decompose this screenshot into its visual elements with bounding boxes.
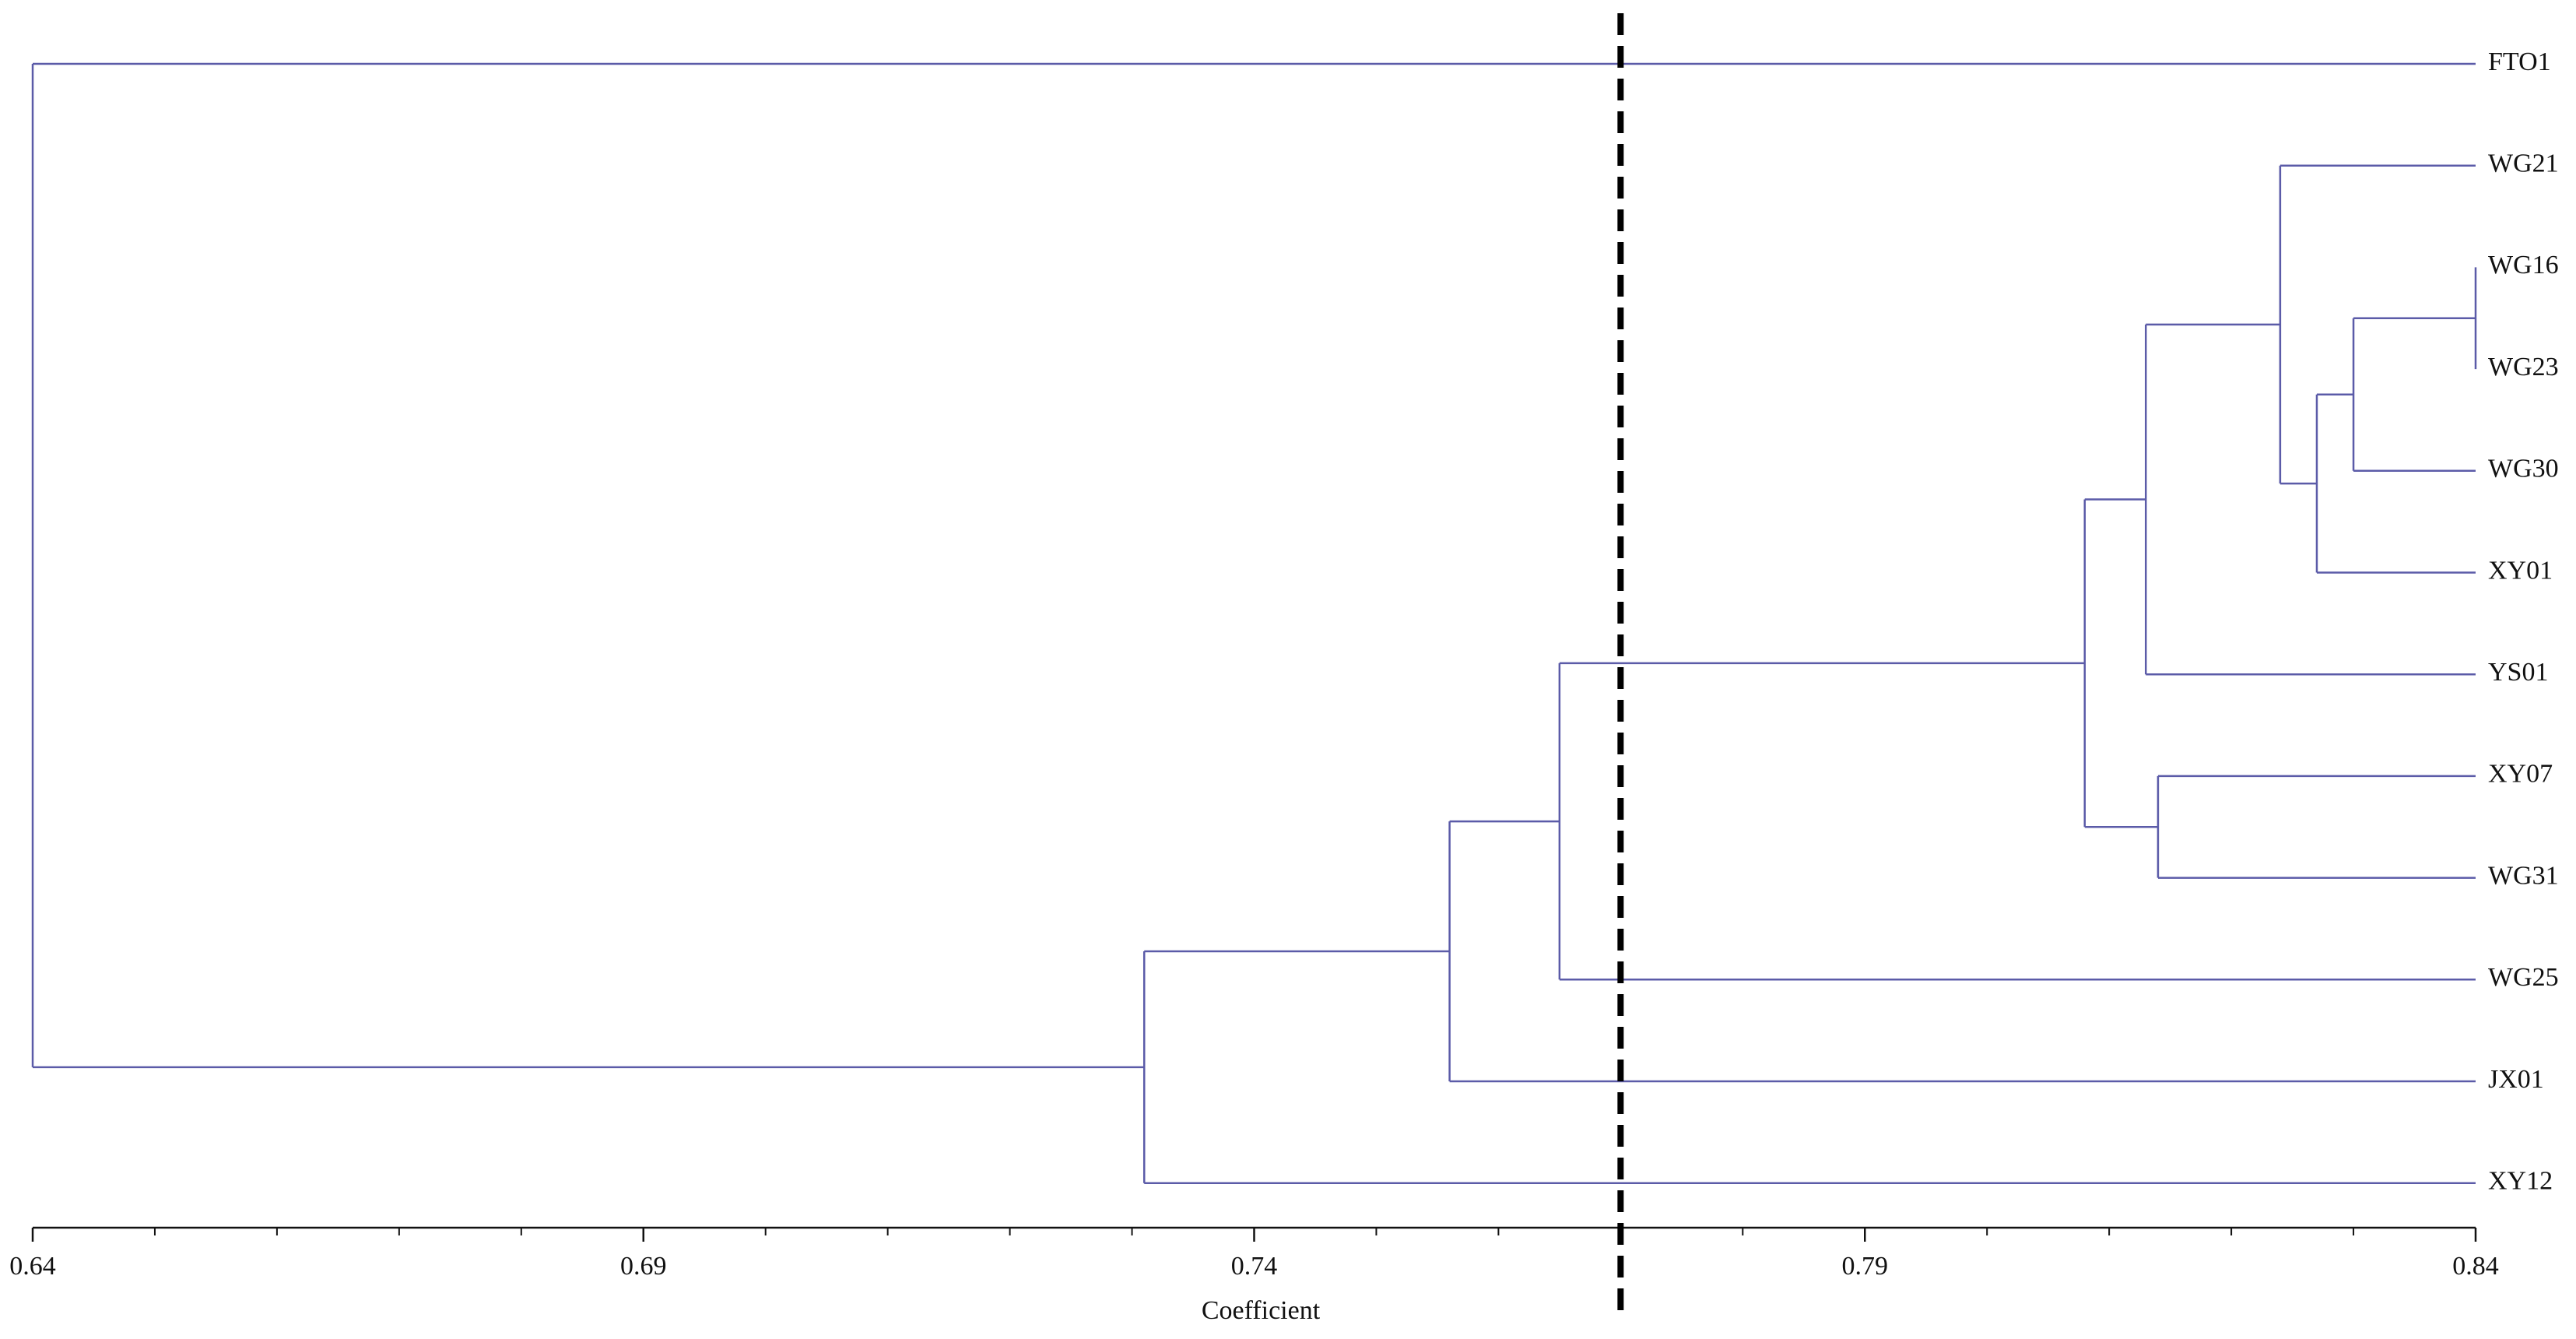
leaf-label: WG23 <box>2488 353 2559 381</box>
leaf-label: WG30 <box>2488 455 2559 483</box>
x-tick-label: 0.74 <box>1231 1252 1278 1281</box>
leaf-label: WG21 <box>2488 149 2559 177</box>
x-tick-label: 0.64 <box>9 1252 56 1281</box>
leaf-label: WG25 <box>2488 963 2559 992</box>
leaf-label: FTO1 <box>2488 47 2551 76</box>
x-tick-label: 0.69 <box>620 1252 667 1281</box>
leaf-label: XY01 <box>2488 556 2553 585</box>
leaf-label: XY07 <box>2488 760 2553 789</box>
leaf-label: JX01 <box>2488 1065 2544 1094</box>
leaf-label: WG16 <box>2488 251 2559 279</box>
leaf-label: WG31 <box>2488 861 2559 890</box>
leaf-label: XY12 <box>2488 1166 2553 1195</box>
x-tick-label: 0.79 <box>1842 1252 1889 1281</box>
leaf-label: YS01 <box>2488 658 2548 687</box>
x-axis-label: Coefficient <box>1202 1296 1321 1325</box>
x-tick-label: 0.84 <box>2452 1252 2499 1281</box>
